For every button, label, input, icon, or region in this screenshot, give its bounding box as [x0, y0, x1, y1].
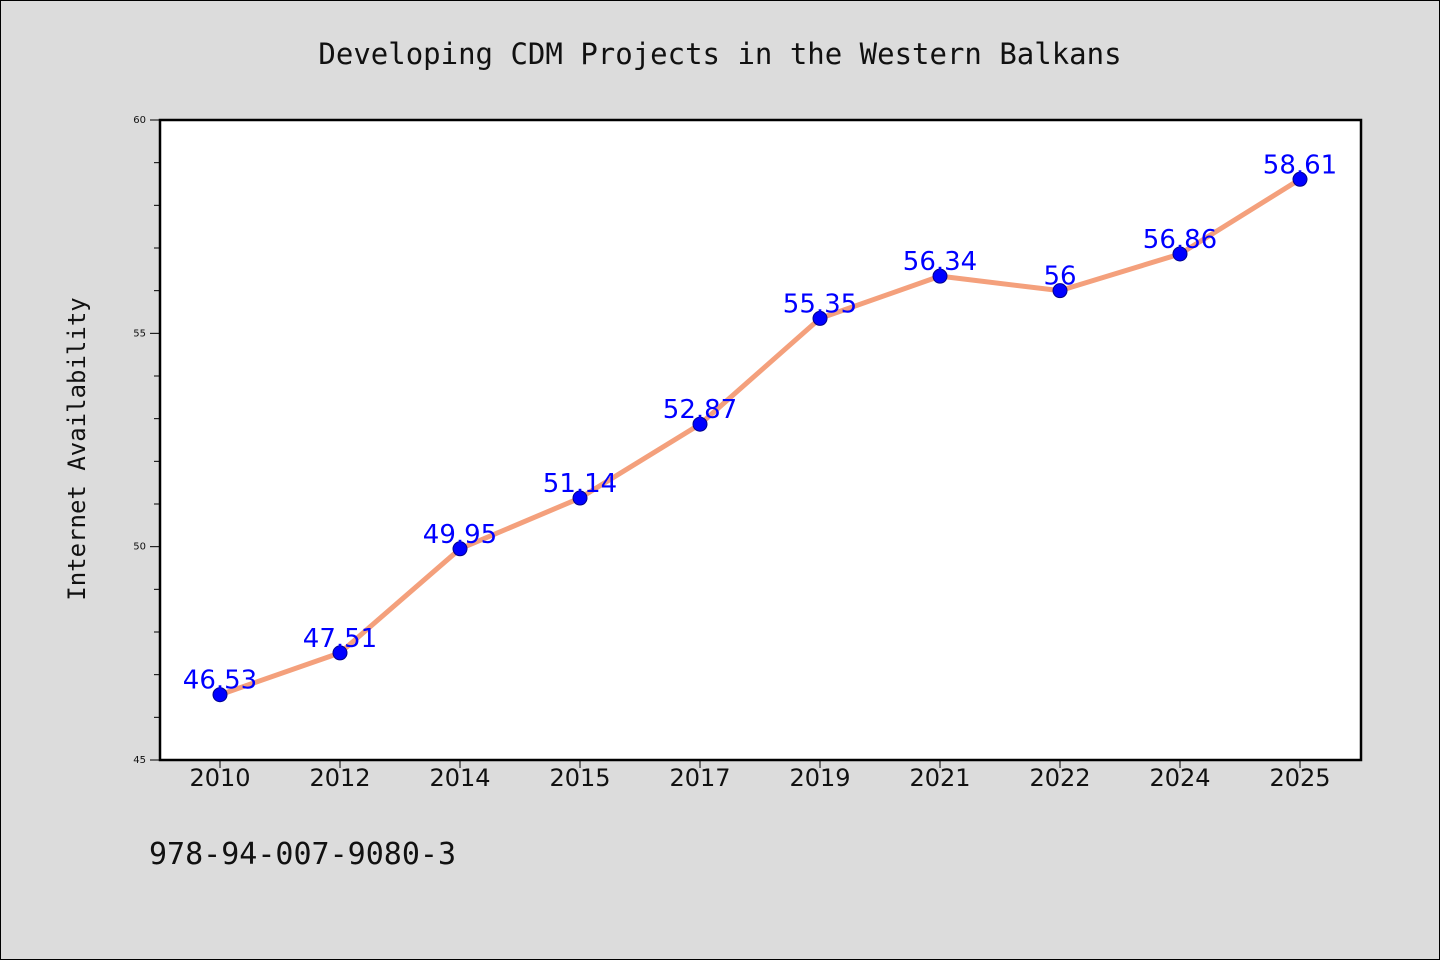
- x-tick-label: 2017: [669, 764, 730, 792]
- y-axis-ticks: 45 50 55 60: [133, 115, 160, 766]
- y-tick-label: 60: [133, 115, 146, 126]
- data-point: [812, 310, 828, 326]
- x-tick-label: 2015: [549, 764, 610, 792]
- data-point: [1292, 171, 1308, 187]
- data-label: 47.51: [303, 624, 377, 654]
- series-line: [219, 177, 1302, 698]
- data-label: 55.35: [783, 289, 857, 319]
- data-point: [572, 490, 588, 506]
- x-tick-label: 2019: [789, 764, 850, 792]
- data-point: [932, 268, 948, 284]
- data-label: 46.53: [183, 666, 257, 696]
- x-axis-ticks: 2010 2012 2014 2015 2017 2019 2021 2022 2024 2025: [189, 760, 1331, 792]
- x-tick-label: 2025: [1269, 764, 1330, 792]
- data-point: [1052, 283, 1068, 299]
- y-tick-label: 45: [133, 755, 146, 766]
- data-label: 49.95: [423, 520, 497, 550]
- data-label: 56.86: [1143, 225, 1217, 255]
- data-point: [332, 645, 348, 661]
- x-tick-label: 2014: [429, 764, 490, 792]
- data-markers: [212, 171, 1308, 703]
- x-tick-label: 2024: [1149, 764, 1210, 792]
- data-label: 56.34: [903, 247, 977, 277]
- x-tick-label: 2021: [909, 764, 970, 792]
- y-axis-label: Internet Availability: [63, 297, 91, 600]
- data-label: 51.14: [543, 469, 617, 499]
- data-point: [452, 541, 468, 557]
- x-tick-label: 2012: [309, 764, 370, 792]
- data-point: [212, 687, 228, 703]
- y-tick-label: 55: [133, 328, 146, 339]
- x-tick-label: 2010: [189, 764, 250, 792]
- data-label: 58.61: [1263, 150, 1337, 180]
- data-label: 52.87: [663, 395, 737, 425]
- data-label: 56: [1043, 262, 1076, 292]
- data-point: [692, 416, 708, 432]
- x-tick-label: 2022: [1029, 764, 1090, 792]
- data-point: [1172, 246, 1188, 262]
- data-labels: 46.53 47.51 49.95 51.14 52.87 55.35 56.34 56 56.…: [183, 150, 1337, 695]
- y-tick-label: 50: [133, 542, 146, 553]
- plot-area: [158, 118, 1363, 762]
- footnote-isbn: 978-94-007-9080-3: [149, 837, 456, 872]
- chart-title: Developing CDM Projects in the Western B…: [318, 37, 1121, 71]
